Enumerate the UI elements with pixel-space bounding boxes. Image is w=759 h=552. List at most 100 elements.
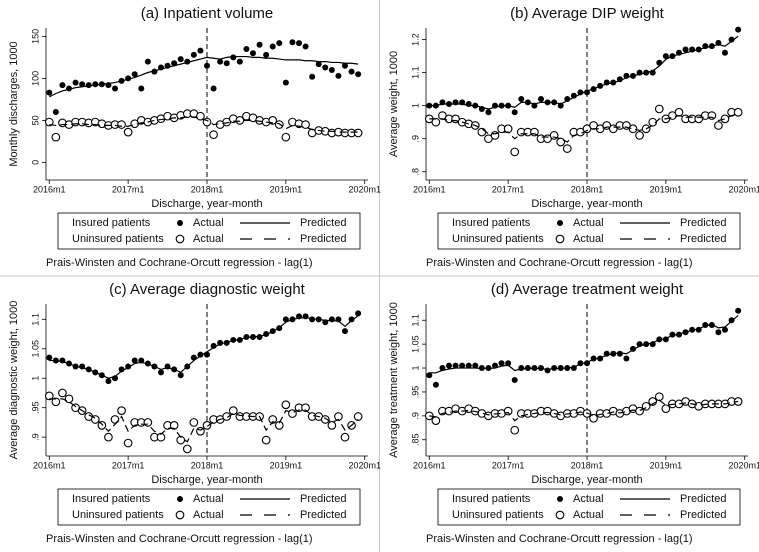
legend-label: Predicted bbox=[680, 217, 726, 229]
data-point bbox=[263, 51, 270, 58]
legend-label: Predicted bbox=[300, 233, 346, 245]
data-point bbox=[538, 96, 544, 103]
legend-box bbox=[437, 488, 741, 526]
predicted-line bbox=[49, 398, 359, 443]
data-point bbox=[289, 39, 296, 46]
data-point bbox=[217, 58, 224, 65]
x-tick-label: 2019m1 bbox=[650, 460, 683, 470]
x-tick-label: 2017m1 bbox=[492, 460, 525, 470]
data-point bbox=[156, 432, 166, 442]
data-point bbox=[131, 71, 138, 78]
data-point bbox=[342, 62, 348, 69]
data-point bbox=[144, 58, 151, 65]
data-point bbox=[544, 367, 551, 374]
data-point bbox=[197, 351, 204, 358]
data-point bbox=[355, 310, 362, 317]
y-tick-label: 1.05 bbox=[410, 335, 420, 353]
legend-label: Actual bbox=[573, 233, 604, 245]
data-point bbox=[301, 403, 310, 413]
data-point bbox=[197, 47, 204, 54]
data-point bbox=[281, 400, 291, 410]
data-point bbox=[222, 117, 232, 127]
panel: (d) Average treatment weight Average trea… bbox=[388, 281, 759, 545]
panel: (a) Inpatient volume Monthly discharges, … bbox=[8, 5, 381, 269]
data-point bbox=[158, 369, 164, 376]
data-point bbox=[328, 66, 335, 73]
y-tick-label: 1 bbox=[410, 366, 420, 371]
y-tick-label: .9 bbox=[410, 135, 420, 143]
data-point bbox=[322, 64, 329, 71]
data-point bbox=[735, 307, 742, 314]
chart-title: (b) Average DIP weight bbox=[510, 5, 665, 22]
data-point bbox=[177, 56, 184, 63]
legend-label: Predicted bbox=[680, 493, 726, 505]
data-point bbox=[110, 415, 120, 424]
data-point bbox=[635, 131, 644, 140]
data-point bbox=[204, 62, 210, 69]
data-point bbox=[117, 406, 126, 415]
data-point bbox=[177, 372, 184, 379]
y-tick-label: .95 bbox=[30, 401, 40, 414]
chart-note: Prais-Winsten and Cochrane-Orcutt regres… bbox=[426, 533, 693, 545]
data-point bbox=[589, 413, 598, 423]
y-tick-label: 150 bbox=[30, 29, 40, 44]
legend-label: Actual bbox=[573, 509, 604, 521]
x-tick-label: 2016m1 bbox=[33, 184, 66, 194]
data-point bbox=[353, 128, 363, 138]
data-point bbox=[616, 350, 623, 357]
data-point bbox=[656, 59, 663, 66]
data-point bbox=[269, 43, 276, 50]
data-point bbox=[510, 147, 520, 157]
data-point bbox=[628, 124, 638, 134]
data-point bbox=[209, 130, 218, 140]
data-point bbox=[503, 406, 513, 416]
data-point bbox=[722, 49, 728, 56]
data-point bbox=[662, 53, 669, 60]
data-point bbox=[117, 120, 126, 129]
data-point bbox=[112, 85, 118, 92]
data-point bbox=[465, 362, 472, 369]
x-tick-label: 2018m1 bbox=[571, 460, 604, 470]
data-point bbox=[722, 326, 728, 333]
data-point bbox=[296, 40, 302, 47]
data-point bbox=[733, 107, 743, 117]
data-point bbox=[301, 120, 310, 129]
legend-symbol bbox=[177, 220, 183, 226]
x-tick-label: 2019m1 bbox=[270, 184, 303, 194]
data-point bbox=[79, 81, 86, 88]
data-point bbox=[510, 425, 520, 435]
predicted-line bbox=[49, 116, 359, 133]
legend-label: Predicted bbox=[300, 217, 346, 229]
y-tick-label: .8 bbox=[410, 168, 420, 176]
chart-note: Prais-Winsten and Cochrane-Orcutt regres… bbox=[46, 257, 313, 269]
legend-label: Predicted bbox=[680, 233, 726, 245]
legend-symbol bbox=[555, 510, 565, 520]
data-point bbox=[222, 412, 232, 421]
data-point bbox=[661, 404, 671, 414]
legend-label: Actual bbox=[193, 233, 224, 245]
legend-group-label: Uninsured patients bbox=[452, 233, 544, 245]
x-tick-label: 2016m1 bbox=[413, 460, 446, 470]
data-point bbox=[123, 438, 133, 448]
data-point bbox=[355, 71, 362, 78]
x-tick-label: 2020m1 bbox=[348, 184, 381, 194]
legend-symbol bbox=[557, 220, 563, 226]
data-point bbox=[282, 316, 289, 323]
data-point bbox=[720, 114, 730, 124]
x-axis-label: Discharge, year-month bbox=[151, 198, 262, 210]
data-point bbox=[51, 397, 61, 407]
x-tick-label: 2018m1 bbox=[191, 184, 224, 194]
data-point bbox=[714, 121, 723, 130]
x-tick-label: 2018m1 bbox=[571, 184, 604, 194]
data-point bbox=[196, 111, 205, 121]
data-point bbox=[426, 102, 433, 109]
chart-note: Prais-Winsten and Cochrane-Orcutt regres… bbox=[46, 533, 313, 545]
data-point bbox=[728, 36, 735, 43]
legend-symbol bbox=[557, 496, 563, 502]
y-axis-label: Monthly discharges, 1000 bbox=[8, 41, 20, 166]
data-point bbox=[171, 60, 178, 67]
data-point bbox=[223, 60, 230, 67]
y-axis-label: Average treatment weight, 1000 bbox=[388, 302, 400, 458]
data-point bbox=[485, 109, 492, 116]
y-tick-label: 1.1 bbox=[30, 313, 40, 326]
